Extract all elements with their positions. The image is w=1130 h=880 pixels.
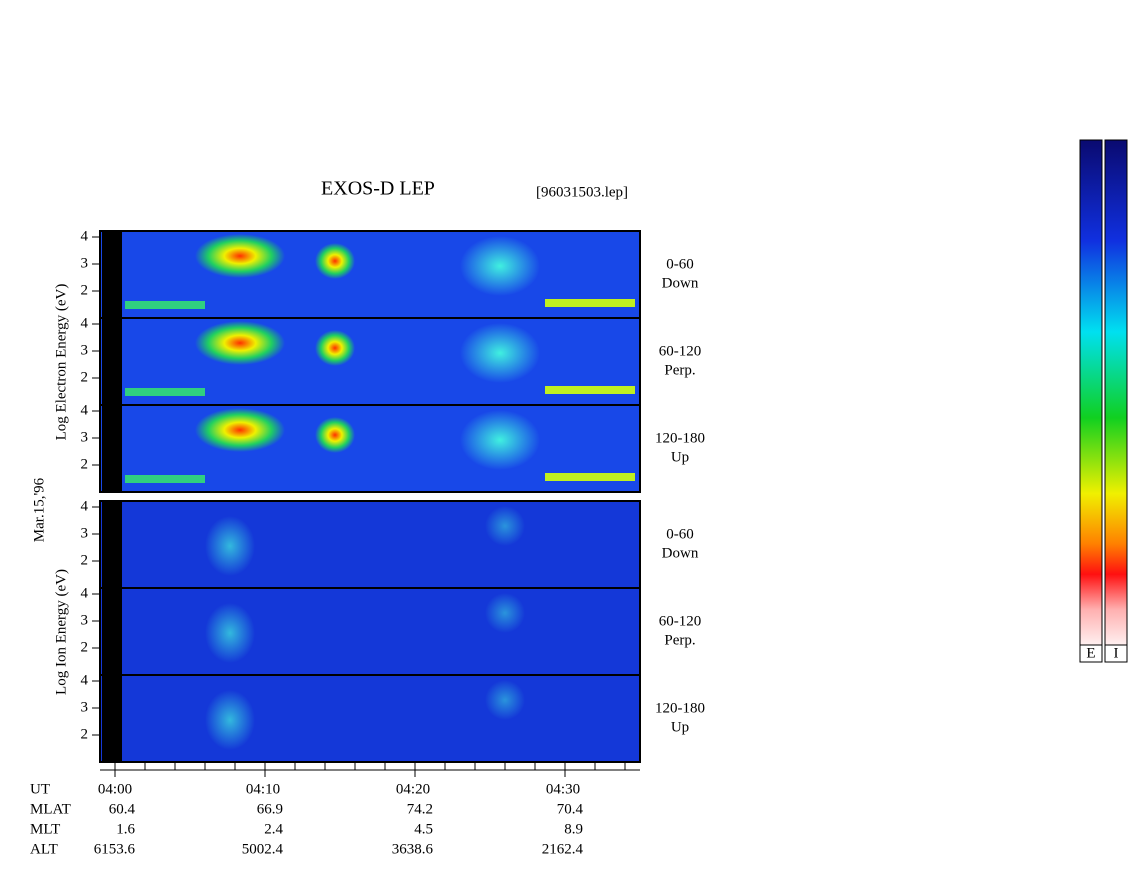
flux-region [195,408,285,452]
y-tick-label: 2 [81,726,89,742]
angle-range: 120-180 [655,700,705,716]
colorbar [1104,139,1128,646]
flux-band [125,475,205,483]
row-value: 8.9 [564,821,583,837]
angle-range: 60-120 [659,613,702,629]
flux-band [545,473,635,481]
title: EXOS-D LEP [321,178,435,200]
angle-range: 0-60 [666,256,694,272]
row-value: 04:30 [546,781,580,797]
y-tick-label: 2 [81,552,89,568]
row-name: MLT [30,821,60,837]
flux-region [195,234,285,278]
y-tick-label: 3 [81,342,89,358]
colorbar-label: E [1086,645,1095,661]
flux-region [485,593,525,633]
row-value: 66.9 [257,801,283,817]
direction: Up [671,719,689,735]
row-value: 74.2 [407,801,433,817]
y-tick-label: 4 [81,402,89,418]
flux-band [545,299,635,307]
row-value: 6153.6 [94,841,136,857]
spectrogram [99,230,641,493]
flux-region [315,330,355,366]
colorbar-label-box [1079,644,1103,663]
row-value: 04:00 [98,781,132,797]
direction: Down [662,545,699,561]
spectrogram [99,500,641,763]
y-tick-label: 2 [81,282,89,298]
flux-region [195,321,285,365]
row-value: 2.4 [264,821,283,837]
y-tick-label: 2 [81,456,89,472]
angle-range: 120-180 [655,430,705,446]
direction: Perp. [664,362,695,378]
row-value: 60.4 [109,801,136,817]
data-gap [102,231,122,492]
row-name: MLAT [30,801,71,817]
y-tick-label: 3 [81,525,89,541]
flux-region [315,417,355,453]
row-value: 70.4 [557,801,584,817]
row-value: 04:20 [396,781,430,797]
flux-band [545,386,635,394]
flux-band [125,388,205,396]
row-value: 3638.6 [392,841,434,857]
angle-range: 60-120 [659,343,702,359]
direction: Down [662,275,699,291]
flux-region [485,680,525,720]
row-name: UT [30,781,50,797]
flux-region [315,243,355,279]
colorbar-label: I [1114,645,1119,661]
colorbar-label-box [1104,644,1128,663]
angle-range: 0-60 [666,526,694,542]
y-tick-label: 4 [81,672,89,688]
y-tick-label: 2 [81,639,89,655]
y-tick-label: 3 [81,429,89,445]
date: Mar.15,'96 [31,477,47,542]
flux-region [205,603,255,663]
row-value: 5002.4 [242,841,284,857]
y-tick-label: 4 [81,585,89,601]
row-value: 1.6 [116,821,135,837]
direction: Perp. [664,632,695,648]
row-value: 04:10 [246,781,280,797]
flux-band [125,301,205,309]
ion-axis-label: Log Ion Energy (eV) [53,569,69,695]
flux-region [460,236,540,296]
y-tick-label: 3 [81,255,89,271]
data-gap [102,501,122,762]
y-tick-label: 3 [81,699,89,715]
colorbar [1079,139,1103,646]
y-tick-label: 4 [81,228,89,244]
y-tick-label: 4 [81,315,89,331]
y-tick-label: 4 [81,498,89,514]
y-tick-label: 3 [81,612,89,628]
row-value: 4.5 [414,821,433,837]
direction: Up [671,449,689,465]
row-name: ALT [30,841,58,857]
flux-region [485,506,525,546]
flux-region [460,410,540,470]
file-name: [96031503.lep] [536,184,628,200]
row-value: 2162.4 [542,841,584,857]
y-tick-label: 2 [81,369,89,385]
electron-axis-label: Log Electron Energy (eV) [53,284,69,441]
flux-region [460,323,540,383]
flux-region [205,690,255,750]
flux-region [205,516,255,576]
